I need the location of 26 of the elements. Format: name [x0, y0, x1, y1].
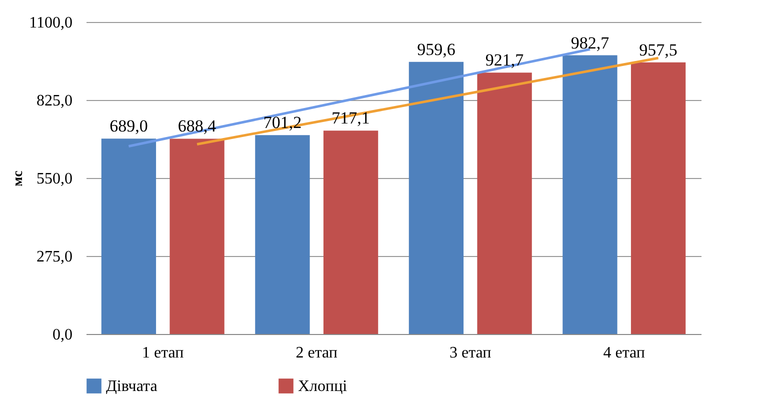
data-label: 982,7	[570, 33, 610, 52]
y-tick-label: 1100,0	[29, 14, 72, 32]
x-tick-label: 3 етап	[450, 344, 492, 362]
bar	[170, 138, 224, 334]
bar	[408, 62, 464, 334]
data-label: 688,4	[178, 116, 217, 136]
y-tick-label: 550,0	[36, 170, 72, 188]
y-tick-label: 0,0	[52, 326, 72, 344]
x-tick-label: 4 етап	[603, 344, 646, 362]
data-label: 921,7	[485, 50, 524, 70]
x-tick-label: 2 етап	[296, 344, 338, 362]
bar	[477, 72, 532, 334]
x-tick-label: 1 етап	[142, 344, 184, 362]
bar	[101, 138, 156, 334]
data-label: 957,5	[639, 40, 678, 60]
data-label: 701,2	[263, 113, 302, 132]
bar	[255, 135, 310, 334]
y-tick-label: 275,0	[36, 248, 72, 266]
bar	[630, 62, 686, 334]
bar	[323, 130, 378, 334]
y-tick-label: 825,0	[36, 92, 72, 110]
bar	[562, 55, 618, 334]
y-axis-title: мс	[11, 170, 26, 186]
data-label: 959,6	[417, 40, 456, 59]
legend-label: Хлопці	[298, 378, 348, 395]
data-label: 689,0	[110, 116, 148, 136]
